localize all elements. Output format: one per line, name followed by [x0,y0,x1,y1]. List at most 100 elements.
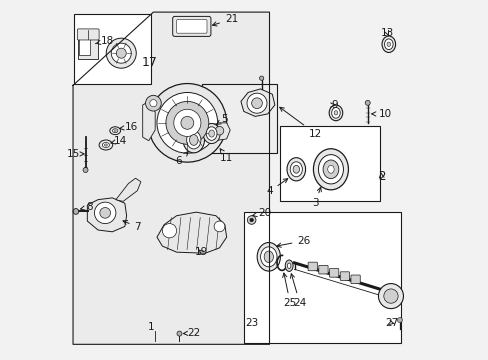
Polygon shape [73,12,269,344]
Ellipse shape [331,108,340,118]
Ellipse shape [323,160,338,179]
Ellipse shape [206,127,217,140]
FancyBboxPatch shape [318,265,327,274]
Bar [244,212,400,342]
Ellipse shape [189,135,198,145]
Polygon shape [87,198,126,232]
Ellipse shape [290,162,302,177]
Circle shape [149,100,157,107]
Ellipse shape [313,149,348,190]
FancyBboxPatch shape [77,29,99,40]
Ellipse shape [208,130,214,137]
Text: 17: 17 [142,55,157,69]
Circle shape [94,202,116,224]
Bar [78,32,98,59]
Text: 16: 16 [119,122,138,132]
Ellipse shape [102,143,109,148]
Ellipse shape [114,130,116,132]
Ellipse shape [264,251,273,262]
Ellipse shape [104,144,107,146]
Circle shape [397,318,402,323]
Text: 20: 20 [252,208,271,218]
Text: 7: 7 [123,221,141,232]
Ellipse shape [257,243,280,271]
Circle shape [181,116,193,129]
Text: 27: 27 [384,318,397,328]
Polygon shape [206,123,230,141]
Bar [201,84,276,153]
Circle shape [173,109,201,136]
Circle shape [259,76,263,80]
Polygon shape [241,89,274,116]
Text: 6: 6 [175,152,188,166]
Circle shape [249,218,253,222]
Text: 21: 21 [212,14,238,26]
Text: 19: 19 [195,247,208,257]
Ellipse shape [327,165,333,173]
Text: 15: 15 [67,149,84,159]
Text: 23: 23 [244,318,258,328]
Text: 24: 24 [290,274,306,308]
Text: 13: 13 [380,28,393,38]
Polygon shape [157,212,226,253]
Ellipse shape [328,105,342,121]
Text: 10: 10 [371,109,391,119]
Text: 25: 25 [282,273,296,308]
Text: 14: 14 [111,136,127,146]
Ellipse shape [285,260,292,271]
Text: 22: 22 [183,328,200,338]
Text: 26: 26 [276,236,310,247]
Ellipse shape [286,158,305,181]
Ellipse shape [186,131,201,149]
Ellipse shape [287,263,290,269]
FancyBboxPatch shape [307,262,317,271]
Circle shape [83,167,88,172]
Circle shape [111,43,131,63]
Text: 8: 8 [81,202,93,212]
Circle shape [214,221,224,232]
Polygon shape [142,102,155,141]
Text: 18: 18 [95,36,114,46]
FancyBboxPatch shape [340,272,349,280]
Circle shape [106,38,136,68]
Circle shape [247,216,255,224]
Text: 4: 4 [265,179,287,197]
Circle shape [157,93,217,153]
Ellipse shape [99,140,112,150]
Text: 1: 1 [148,322,155,332]
Ellipse shape [292,165,299,173]
Circle shape [246,93,266,113]
Circle shape [148,84,226,162]
FancyBboxPatch shape [350,275,360,284]
Ellipse shape [183,127,204,153]
FancyBboxPatch shape [176,19,206,33]
Circle shape [177,331,182,336]
Polygon shape [116,178,141,202]
Circle shape [100,207,110,218]
Text: 11: 11 [220,149,233,163]
Bar [74,14,150,84]
Circle shape [365,100,369,105]
Circle shape [215,126,224,135]
Circle shape [251,98,262,109]
Ellipse shape [384,39,392,50]
Ellipse shape [381,36,395,53]
Ellipse shape [260,247,276,267]
Ellipse shape [318,155,343,184]
Ellipse shape [203,123,220,144]
Circle shape [116,48,126,58]
Ellipse shape [112,129,118,133]
Text: 9: 9 [330,100,337,110]
Circle shape [145,95,161,111]
FancyBboxPatch shape [329,269,338,277]
Ellipse shape [110,127,121,135]
Circle shape [383,289,397,303]
Ellipse shape [386,42,390,46]
Bar [280,126,380,202]
Circle shape [162,224,176,238]
Bar [80,35,90,55]
Text: 12: 12 [279,107,322,139]
Circle shape [378,284,403,309]
FancyBboxPatch shape [172,17,210,36]
Circle shape [165,102,208,144]
